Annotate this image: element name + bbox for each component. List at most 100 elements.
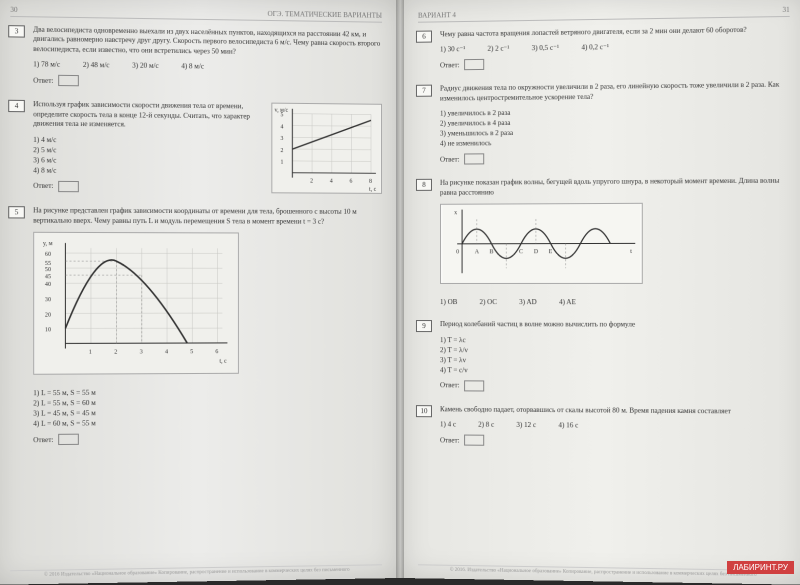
problem-number: 4 [8, 100, 25, 112]
page-number: 31 [782, 6, 789, 14]
problem-options: 1) увеличилось в 2 раза 2) увеличилось в… [440, 106, 790, 148]
answer-row: Ответ: [33, 431, 382, 445]
svg-text:t, с: t, с [219, 359, 227, 365]
book-spine [396, 0, 404, 578]
book-spread: 30 ОГЭ. ТЕМАТИЧЕСКИЕ ВАРИАНТЫ 3 Два вело… [0, 0, 800, 578]
problem-number: 7 [416, 85, 432, 97]
page-right: ВАРИАНТ 4 31 6 Чему равна частота вращен… [400, 0, 800, 585]
chart-parabola: 60 55 50 45 40 30 20 10 1 2 3 4 5 6 y, м… [33, 232, 239, 375]
option: 4) 16 с [558, 421, 578, 429]
option: 4) T = c/v [440, 366, 790, 376]
svg-text:3: 3 [140, 349, 143, 355]
svg-text:40: 40 [45, 282, 51, 288]
problem-text: Радиус движения тела по окружности увели… [440, 81, 790, 104]
problem-text: Период колебаний частиц в волне можно вы… [440, 320, 790, 330]
svg-text:50: 50 [45, 267, 51, 273]
option: 3) 0,5 с⁻¹ [532, 44, 559, 52]
option: 4) AE [559, 298, 576, 306]
option: 2) T = λ/v [440, 346, 790, 355]
answer-label: Ответ: [33, 436, 53, 444]
option: 1) 78 м/с [33, 61, 60, 70]
problem-7: 7 Радиус движения тела по окружности уве… [418, 81, 790, 165]
svg-text:20: 20 [45, 312, 51, 318]
svg-text:5: 5 [190, 349, 193, 355]
svg-text:t, с: t, с [369, 187, 377, 193]
option: 4) 8 м/с [33, 166, 263, 176]
option: 1) OB [440, 298, 457, 306]
page-number: 30 [10, 6, 17, 14]
chart-velocity-time: 5 4 3 2 1 2 4 6 8 v, м/с t, с [271, 103, 382, 194]
problem-4: 4 5 4 3 2 1 2 4 [10, 100, 382, 194]
answer-row: Ответ: [440, 434, 790, 448]
svg-text:2: 2 [310, 179, 313, 185]
svg-text:E: E [549, 250, 553, 256]
svg-text:x: x [454, 211, 457, 217]
problem-number: 3 [8, 25, 25, 38]
problem-options: 1) 4 с 2) 8 с 3) 12 с 4) 16 с [440, 420, 790, 431]
answer-row: Ответ: [440, 151, 790, 165]
svg-text:4: 4 [165, 349, 168, 355]
option: 3) 12 с [516, 421, 536, 429]
problem-8: 8 На рисунке показан график волны, бегущ… [418, 177, 790, 307]
answer-box[interactable] [58, 434, 79, 445]
answer-box[interactable] [58, 181, 79, 192]
answer-row: Ответ: [440, 380, 790, 393]
option: 2) 48 м/с [83, 61, 110, 69]
svg-text:8: 8 [369, 179, 372, 185]
header-title: ОГЭ. ТЕМАТИЧЕСКИЕ ВАРИАНТЫ [268, 10, 382, 20]
svg-text:C: C [519, 250, 523, 256]
problem-text: Два велосипедиста одновременно выехали и… [33, 25, 382, 59]
option: 1) 30 с⁻¹ [440, 46, 465, 54]
option: 1) 4 с [440, 420, 456, 428]
option: 2) 2 с⁻¹ [487, 45, 509, 53]
problem-number: 5 [8, 206, 25, 218]
option: 3) L = 45 м, S = 45 м [33, 407, 382, 418]
problem-options: 1) L = 55 м, S = 55 м 2) L = 55 м, S = 6… [33, 387, 382, 428]
option: 3) AD [519, 298, 537, 306]
option: 3) 6 м/с [33, 156, 263, 166]
option: 1) T = λс [440, 336, 790, 345]
svg-text:4: 4 [330, 179, 333, 185]
svg-text:y, м: y, м [43, 241, 53, 247]
answer-box[interactable] [464, 435, 484, 446]
option: 2) OC [479, 298, 496, 306]
problem-options: 1) 78 м/с 2) 48 м/с 3) 20 м/с 4) 8 м/с [33, 61, 382, 74]
svg-text:2: 2 [114, 349, 117, 355]
problem-number: 9 [416, 320, 432, 332]
answer-label: Ответ: [33, 76, 53, 84]
header-title: ВАРИАНТ 4 [418, 11, 456, 20]
problem-9: 9 Период колебаний частиц в волне можно … [418, 320, 790, 393]
problem-text: На рисунке представлен график зависимост… [33, 207, 382, 228]
problem-text: Чему равна частота вращения лопастей вет… [440, 25, 790, 40]
svg-text:1: 1 [89, 350, 92, 356]
svg-text:v, м/с: v, м/с [275, 108, 289, 114]
answer-box[interactable] [464, 59, 484, 70]
watermark-label: ЛАБИРИНТ.РУ [727, 561, 794, 574]
answer-box[interactable] [464, 380, 484, 391]
page-left: 30 ОГЭ. ТЕМАТИЧЕСКИЕ ВАРИАНТЫ 3 Два вело… [0, 0, 400, 585]
problem-text: На рисунке показан график волны, бегущей… [440, 177, 790, 198]
problem-6: 6 Чему равна частота вращения лопастей в… [418, 25, 790, 71]
page-footer: © 2016 Издательство «Национальное образо… [10, 564, 382, 578]
option: 4) 0,2 с⁻¹ [581, 43, 609, 51]
answer-row: Ответ: [440, 55, 790, 71]
problem-number: 10 [416, 405, 432, 417]
svg-text:10: 10 [45, 328, 51, 334]
problem-options: 1) 30 с⁻¹ 2) 2 с⁻¹ 3) 0,5 с⁻¹ 4) 0,2 с⁻¹ [440, 41, 790, 54]
option: 3) 20 м/с [132, 62, 159, 70]
option: 1) L = 55 м, S = 55 м [33, 387, 382, 397]
answer-label: Ответ: [440, 155, 460, 163]
svg-text:4: 4 [281, 125, 284, 131]
answer-label: Ответ: [33, 182, 53, 190]
option: 3) уменьшилось в 2 раза [440, 127, 790, 138]
answer-box[interactable] [464, 154, 484, 165]
answer-row: Ответ: [33, 75, 382, 90]
answer-box[interactable] [58, 75, 79, 86]
problem-options: 1) 4 м/с 2) 5 м/с 3) 6 м/с 4) 8 м/с [33, 135, 263, 175]
option: 4) L = 60 м, S = 55 м [33, 417, 382, 428]
problem-text: Камень свободно падает, оторвавшись от с… [440, 405, 790, 417]
chart-wave: 0 A B C D E x t [440, 203, 643, 284]
problem-10: 10 Камень свободно падает, оторвавшись о… [418, 405, 790, 449]
answer-label: Ответ: [440, 61, 460, 69]
svg-text:3: 3 [281, 136, 284, 142]
